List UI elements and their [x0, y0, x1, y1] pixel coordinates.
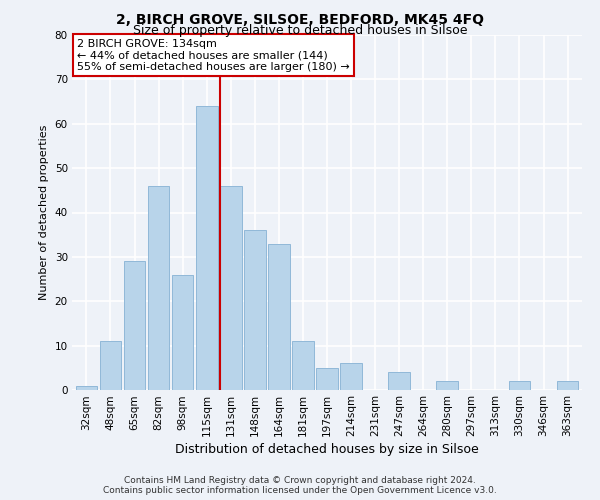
Bar — [148, 186, 169, 390]
Bar — [172, 274, 193, 390]
Text: 2 BIRCH GROVE: 134sqm
← 44% of detached houses are smaller (144)
55% of semi-det: 2 BIRCH GROVE: 134sqm ← 44% of detached … — [77, 38, 350, 72]
Bar — [124, 262, 145, 390]
Bar — [244, 230, 266, 390]
Bar — [436, 381, 458, 390]
Bar — [316, 368, 338, 390]
Bar — [509, 381, 530, 390]
Bar — [220, 186, 242, 390]
Bar — [557, 381, 578, 390]
Bar — [268, 244, 290, 390]
Bar — [292, 341, 314, 390]
Bar — [388, 372, 410, 390]
Bar — [196, 106, 218, 390]
Bar — [100, 341, 121, 390]
Text: 2, BIRCH GROVE, SILSOE, BEDFORD, MK45 4FQ: 2, BIRCH GROVE, SILSOE, BEDFORD, MK45 4F… — [116, 12, 484, 26]
Y-axis label: Number of detached properties: Number of detached properties — [39, 125, 49, 300]
Text: Size of property relative to detached houses in Silsoe: Size of property relative to detached ho… — [133, 24, 467, 37]
X-axis label: Distribution of detached houses by size in Silsoe: Distribution of detached houses by size … — [175, 443, 479, 456]
Bar — [340, 364, 362, 390]
Text: Contains HM Land Registry data © Crown copyright and database right 2024.
Contai: Contains HM Land Registry data © Crown c… — [103, 476, 497, 495]
Bar — [76, 386, 97, 390]
